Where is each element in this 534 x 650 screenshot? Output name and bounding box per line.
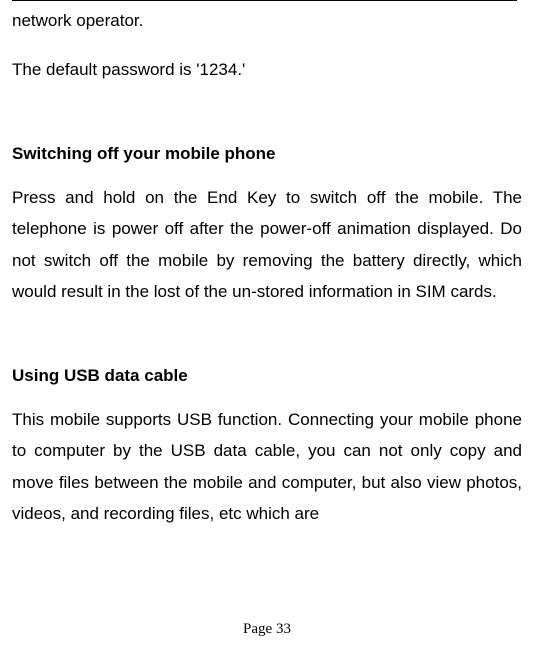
section-body-usb: This mobile supports USB function. Conne… — [12, 404, 522, 530]
intro-line-1: network operator. — [12, 5, 522, 36]
page-number: Page 33 — [0, 621, 534, 638]
section-heading-switching-off: Switching off your mobile phone — [12, 144, 522, 164]
document-page: network operator. The default password i… — [0, 0, 534, 650]
section-body-switching-off: Press and hold on the End Key to switch … — [12, 182, 522, 308]
intro-line-2: The default password is '1234.' — [12, 54, 522, 85]
section-heading-usb: Using USB data cable — [12, 366, 522, 386]
top-divider — [12, 0, 517, 1]
